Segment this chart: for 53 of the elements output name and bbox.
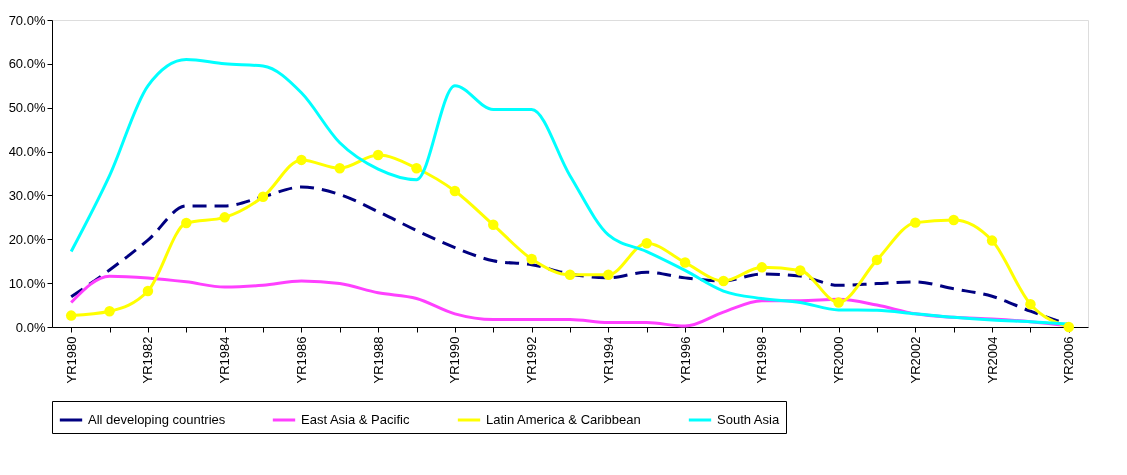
point: [718, 275, 729, 287]
legend-label: East Asia & Pacific: [301, 412, 410, 427]
y-tick-label: 70.0%: [8, 12, 46, 28]
x-tick-label: YR2002: [907, 336, 923, 384]
y-tick-label: 0.0%: [15, 319, 46, 335]
legend-label: South Asia: [717, 412, 780, 427]
x-tick-label: YR1984: [217, 336, 233, 384]
point: [833, 297, 844, 308]
point: [372, 149, 384, 161]
point: [641, 238, 652, 249]
y-tick-label: 40.0%: [8, 144, 46, 160]
point: [603, 269, 614, 281]
y-tick-label: 50.0%: [8, 100, 46, 116]
x-tick-label: YR1982: [140, 336, 156, 384]
point: [794, 265, 806, 276]
point: [1063, 321, 1075, 333]
x-tick-label: YR1990: [447, 336, 463, 384]
x-tick-label: YR1980: [63, 336, 79, 384]
x-tick-label: YR2000: [831, 336, 847, 384]
x-tick-label: YR1994: [600, 336, 616, 384]
point: [296, 154, 307, 166]
point: [334, 163, 346, 174]
point: [756, 262, 768, 273]
point: [449, 185, 461, 197]
y-tick-label: 60.0%: [8, 56, 46, 72]
point: [181, 217, 192, 229]
legend-label: Latin America & Caribbean: [486, 412, 641, 427]
x-tick-label: YR1992: [524, 336, 540, 384]
y-tick-label: 10.0%: [8, 275, 46, 291]
x-tick-label: YR1998: [754, 336, 770, 384]
x-tick-label: YR2004: [984, 336, 1000, 384]
point: [564, 269, 576, 281]
point: [104, 305, 115, 317]
point: [65, 310, 77, 321]
point: [1025, 298, 1036, 310]
point: [679, 257, 691, 268]
point: [871, 254, 883, 266]
x-tick-label: YR1986: [293, 336, 309, 384]
x-tick-label: YR2006: [1061, 336, 1077, 384]
x-tick-label: YR1996: [677, 336, 693, 384]
y-tick-label: 20.0%: [8, 231, 46, 247]
point: [910, 217, 921, 228]
point: [257, 191, 269, 202]
point: [488, 219, 499, 231]
point: [986, 235, 998, 246]
y-tick-label: 30.0%: [8, 187, 46, 203]
point: [948, 214, 959, 226]
point: [526, 253, 537, 265]
point: [142, 285, 154, 297]
x-tick-label: YR1988: [370, 336, 386, 384]
point: [411, 163, 422, 174]
legend-label: All developing countries: [88, 412, 226, 427]
point: [219, 212, 230, 223]
